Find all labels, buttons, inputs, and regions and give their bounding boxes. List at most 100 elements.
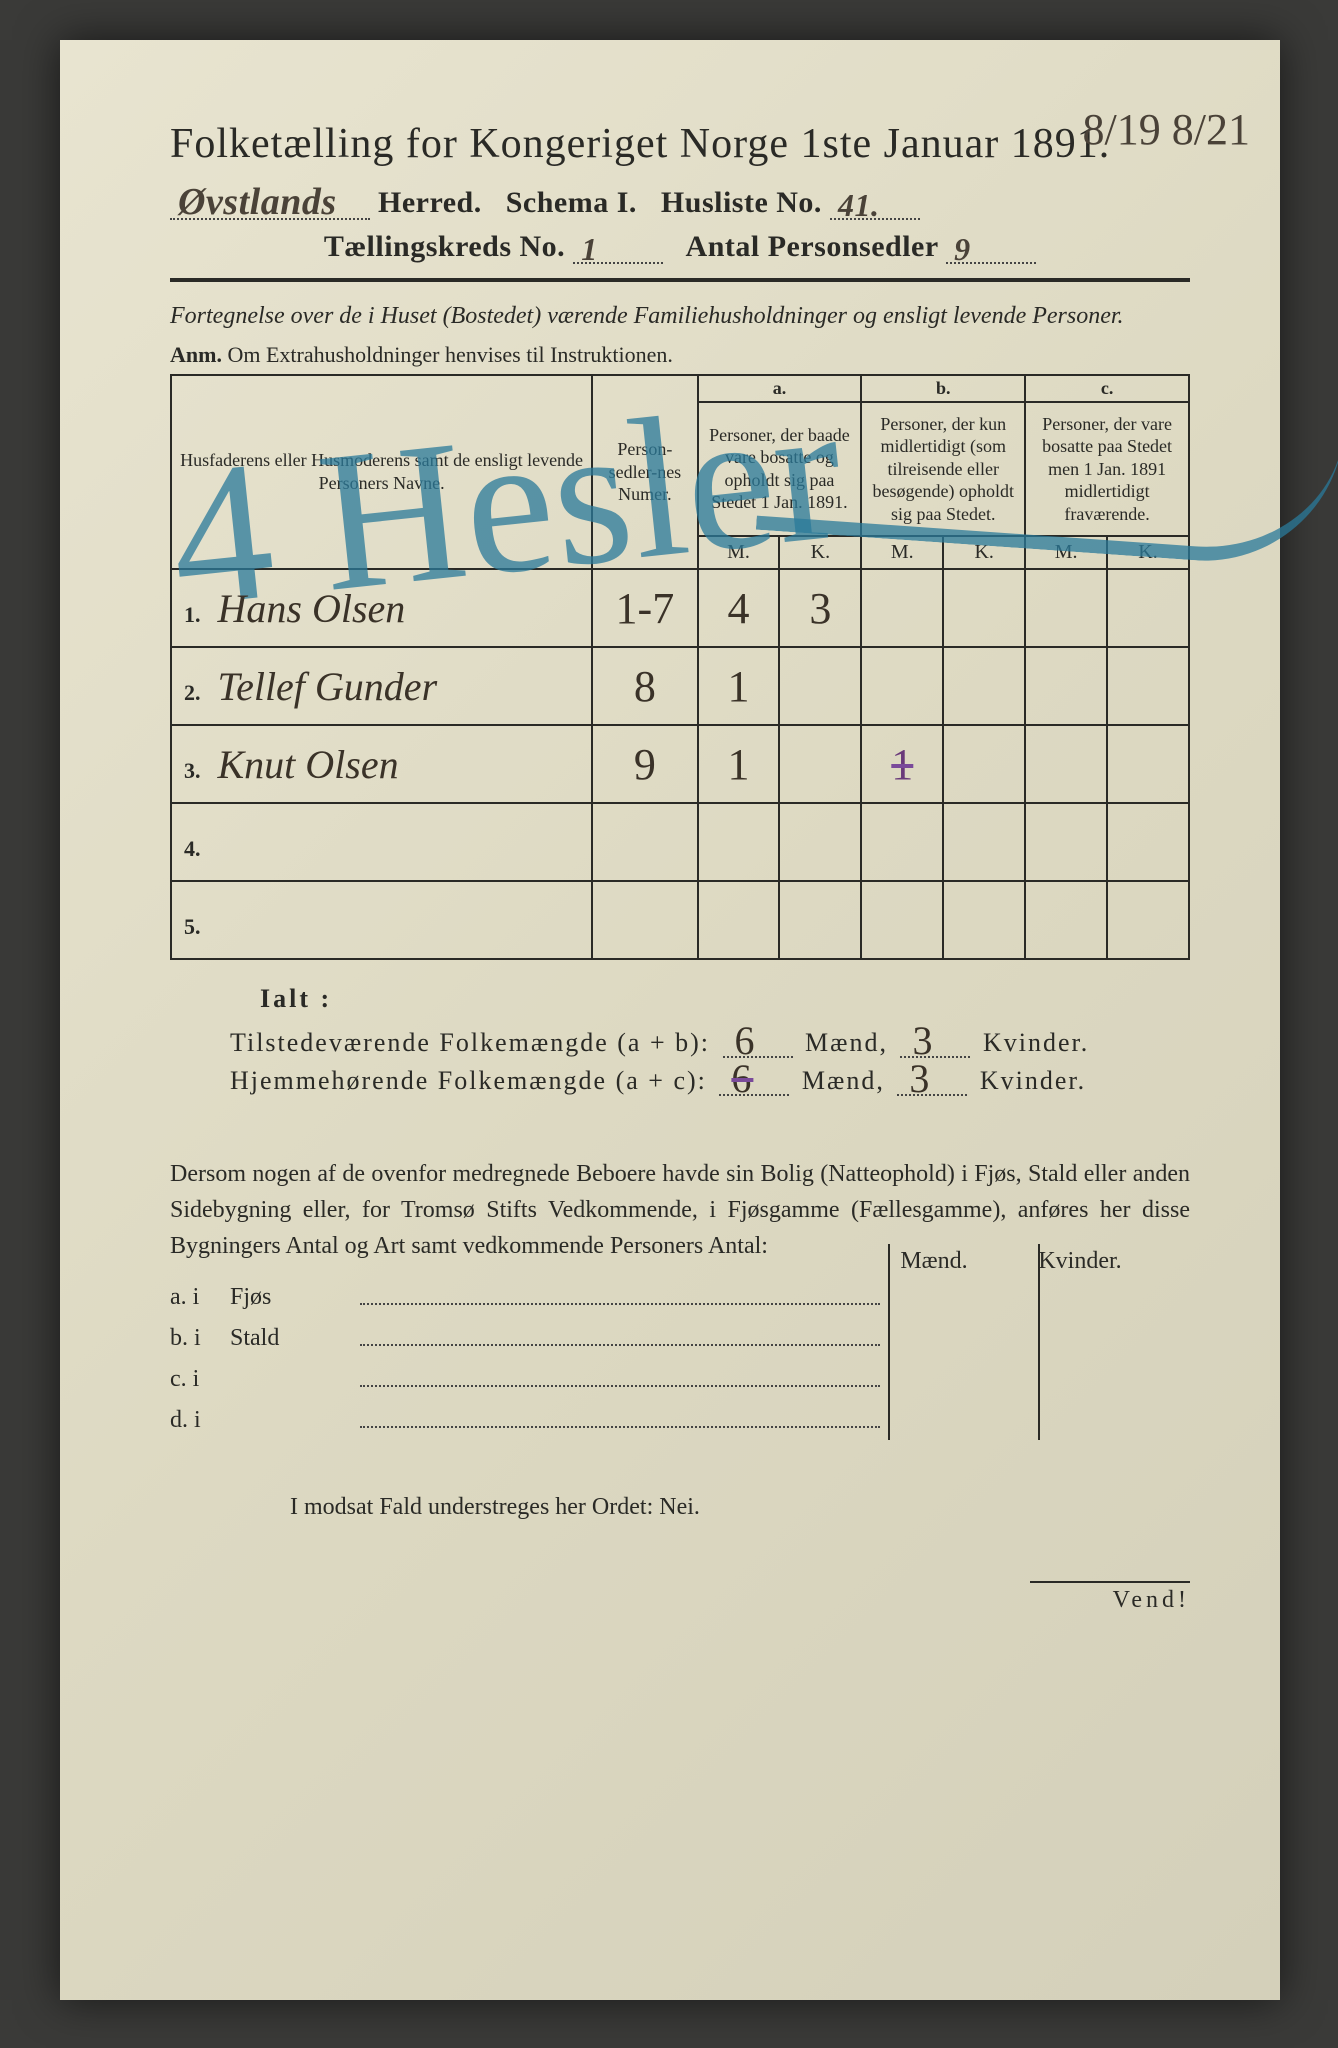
kreds-line: Tællingskreds No. 1 Antal Personsedler 9 — [170, 230, 1190, 264]
a-m-cell: 4 — [698, 569, 780, 647]
name-cell: 5. — [171, 881, 592, 959]
building-row: b. iStald — [170, 1325, 1190, 1352]
divider — [170, 278, 1190, 282]
schema-label: Schema I. — [506, 186, 637, 219]
table-row: 2. Tellef Gunder81 — [171, 647, 1189, 725]
c-k-cell — [1107, 569, 1189, 647]
col-num-header: Person-sedler-nes Numer. — [592, 375, 697, 570]
resident-total-line: Hjemmehørende Folkemængde (a + c): 6 Mæn… — [230, 1066, 1190, 1096]
k-label: Kvinder. — [983, 1028, 1089, 1057]
ialt-label: Ialt : — [260, 984, 1190, 1014]
name-cell: 1. Hans Olsen — [171, 569, 592, 647]
c-k-cell — [1107, 725, 1189, 803]
c-k-cell — [1107, 647, 1189, 725]
resident-label: Hjemmehørende Folkemængde (a + c): — [230, 1066, 707, 1095]
resident-m: 6 — [731, 1055, 753, 1102]
household-table: Husfaderens eller Husmoderens samt de en… — [170, 374, 1190, 961]
dotted-line — [360, 1407, 880, 1428]
col-c-header: Personer, der vare bosatte paa Stedet me… — [1025, 402, 1189, 537]
husliste-value: 41. — [838, 187, 880, 224]
building-type — [230, 1407, 350, 1434]
m-label-2: Mænd, — [802, 1066, 885, 1095]
kreds-label: Tællingskreds No. — [324, 230, 565, 263]
col-name-header: Husfaderens eller Husmoderens samt de en… — [171, 375, 592, 570]
form-title: Folketælling for Kongeriget Norge 1ste J… — [170, 120, 1190, 168]
building-k-label: Kvinder. — [1010, 1248, 1150, 1275]
corner-annotation: 8/19 8/21 — [1083, 110, 1250, 150]
b-k-cell — [943, 725, 1025, 803]
anm-line: Anm. Om Extrahusholdninger henvises til … — [170, 342, 1190, 368]
a-k-cell — [779, 725, 861, 803]
col-a-k: K. — [779, 536, 861, 569]
building-block: Mænd. Kvinder. a. iFjøsb. iStaldc. id. i — [170, 1284, 1190, 1434]
a-m-cell: 1 — [698, 725, 780, 803]
c-m-cell — [1025, 569, 1107, 647]
building-row: c. i — [170, 1366, 1190, 1393]
nei-line: I modsat Fald understreges her Ordet: Ne… — [290, 1494, 1190, 1521]
a-k-cell: 3 — [779, 569, 861, 647]
num-cell: 8 — [592, 647, 697, 725]
a-k-cell — [779, 881, 861, 959]
table-body: 1. Hans Olsen1-7432. Tellef Gunder813. K… — [171, 569, 1189, 959]
col-c-letter: c. — [1025, 375, 1189, 402]
anm-text: Om Extrahusholdninger henvises til Instr… — [227, 342, 672, 367]
c-m-cell — [1025, 725, 1107, 803]
col-b-k: K. — [943, 536, 1025, 569]
col-c-m: M. — [1025, 536, 1107, 569]
resident-k: 3 — [909, 1055, 931, 1102]
m-label: Mænd, — [805, 1028, 888, 1057]
dotted-line — [360, 1284, 880, 1305]
sedler-label: Antal Personsedler — [686, 230, 939, 263]
col-a-m: M. — [698, 536, 780, 569]
present-label: Tilstedeværende Folkemængde (a + b): — [230, 1028, 710, 1057]
a-k-cell — [779, 803, 861, 881]
kreds-value: 1 — [581, 231, 598, 268]
col-c-k: K. — [1107, 536, 1189, 569]
num-cell: 1-7 — [592, 569, 697, 647]
building-letter: c. i — [170, 1366, 230, 1393]
col-a-letter: a. — [698, 375, 862, 402]
section-subtitle: Fortegnelse over de i Huset (Bostedet) v… — [170, 300, 1190, 334]
building-letter: a. i — [170, 1284, 230, 1311]
a-m-cell — [698, 881, 780, 959]
sedler-value: 9 — [954, 231, 971, 268]
name-cell: 3. Knut Olsen — [171, 725, 592, 803]
husliste-label: Husliste No. — [661, 186, 822, 219]
table-row: 4. — [171, 803, 1189, 881]
b-m-cell — [861, 803, 943, 881]
num-cell — [592, 803, 697, 881]
b-k-cell — [943, 647, 1025, 725]
building-row: a. iFjøs — [170, 1284, 1190, 1311]
col-b-header: Personer, der kun midlertidigt (som tilr… — [861, 402, 1025, 537]
num-cell — [592, 881, 697, 959]
building-letter: b. i — [170, 1325, 230, 1352]
col-b-letter: b. — [861, 375, 1025, 402]
dotted-line — [360, 1325, 880, 1346]
present-total-line: Tilstedeværende Folkemængde (a + b): 6 M… — [230, 1028, 1190, 1058]
building-type — [230, 1366, 350, 1393]
anm-label: Anm. — [170, 342, 222, 367]
col-a-header: Personer, der baade vare bosatte og opho… — [698, 402, 862, 537]
building-letter: d. i — [170, 1407, 230, 1434]
a-m-cell: 1 — [698, 647, 780, 725]
building-mk-header: Mænd. Kvinder. — [864, 1248, 1150, 1275]
building-type: Fjøs — [230, 1284, 350, 1311]
num-cell: 9 — [592, 725, 697, 803]
table-row: 1. Hans Olsen1-743 — [171, 569, 1189, 647]
a-k-cell — [779, 647, 861, 725]
building-row: d. i — [170, 1407, 1190, 1434]
c-m-cell — [1025, 647, 1107, 725]
census-form-page: 8/19 8/21 4 Hesler Folketælling for Kong… — [60, 40, 1280, 2000]
building-type: Stald — [230, 1325, 350, 1352]
b-m-cell — [861, 881, 943, 959]
herred-value: Øvstlands — [178, 180, 337, 224]
b-k-cell — [943, 569, 1025, 647]
name-cell: 2. Tellef Gunder — [171, 647, 592, 725]
c-m-cell — [1025, 803, 1107, 881]
dotted-line — [360, 1366, 880, 1387]
b-k-cell — [943, 881, 1025, 959]
building-m-label: Mænd. — [864, 1248, 1004, 1275]
b-m-cell — [861, 569, 943, 647]
herred-line: Øvstlands Herred. Schema I. Husliste No.… — [170, 186, 1190, 220]
c-k-cell — [1107, 803, 1189, 881]
